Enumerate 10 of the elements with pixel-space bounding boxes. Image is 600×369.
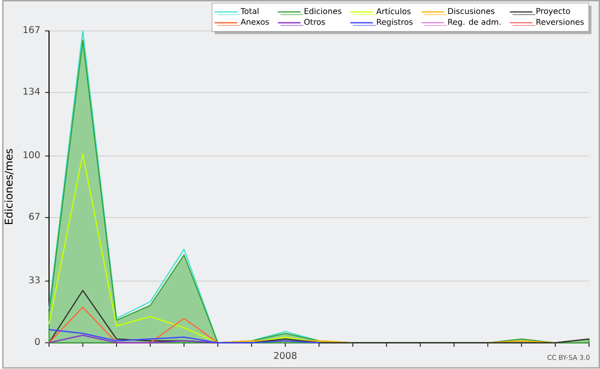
x-tick-label: 2008 xyxy=(274,352,296,360)
y-tick-label: 33 xyxy=(29,276,40,284)
y-tick-label: 0 xyxy=(35,338,40,346)
y-axis-title: Ediciones/mes xyxy=(4,149,14,224)
y-tick-label: 167 xyxy=(24,26,40,34)
y-tick-label: 100 xyxy=(24,151,40,158)
y-tick-label: 134 xyxy=(24,88,40,95)
line-series xyxy=(48,329,320,344)
y-tick-label: 67 xyxy=(29,213,40,220)
line-series xyxy=(48,154,320,344)
